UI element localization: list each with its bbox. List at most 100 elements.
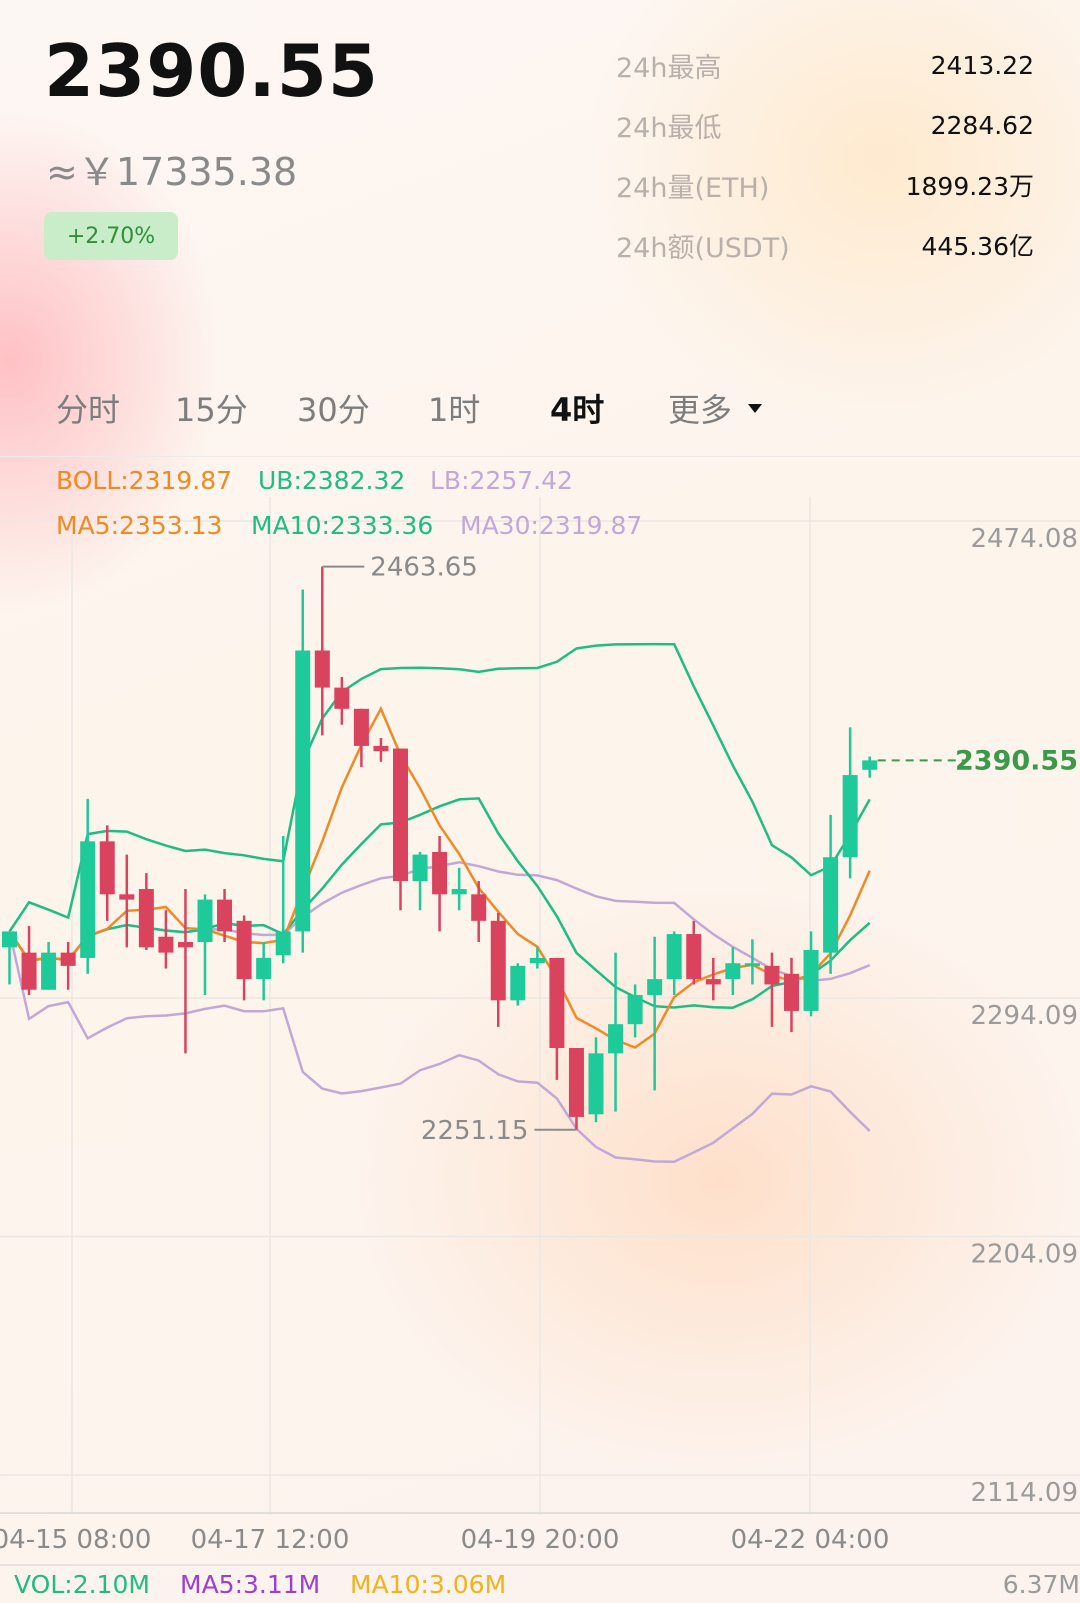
candle-body xyxy=(373,745,389,752)
candle-body xyxy=(705,979,721,985)
candle-down xyxy=(549,957,565,1080)
high-annotation-label: 2463.65 xyxy=(370,553,478,583)
candle-down xyxy=(177,889,193,1054)
candle-up xyxy=(823,814,839,974)
x-tick-label: 04-17 12:00 xyxy=(191,1525,350,1555)
candle-body xyxy=(60,952,76,966)
candle-body xyxy=(295,650,311,932)
stat-value: 445.36亿 xyxy=(921,232,1034,261)
candle-body xyxy=(823,857,839,953)
candle-body xyxy=(177,942,193,948)
candle-down xyxy=(60,942,76,990)
candle-body xyxy=(568,1048,584,1117)
tab-timeshare[interactable]: 分时 xyxy=(56,391,121,429)
candle-body xyxy=(666,934,682,980)
volume-indicator: VOL:2.10M xyxy=(14,1570,150,1599)
tab-15m[interactable]: 15分 xyxy=(175,391,248,429)
candle-up xyxy=(744,939,760,985)
y-tick-label: 2114.09 xyxy=(970,1478,1078,1508)
candle-down xyxy=(432,836,448,932)
candle-body xyxy=(588,1053,604,1115)
stat-value: 1899.23万 xyxy=(905,172,1034,201)
candle-body xyxy=(80,841,96,958)
y-tick-label: 2294.09 xyxy=(970,1001,1078,1031)
tab-30m[interactable]: 30分 xyxy=(297,391,370,429)
candle-down xyxy=(471,881,487,943)
candle-body xyxy=(803,949,819,1011)
x-tick-label: 04-22 04:00 xyxy=(731,1525,890,1555)
change-percent-badge: +2.70% xyxy=(44,212,178,260)
candle-down xyxy=(705,957,721,1001)
candle-body xyxy=(41,952,57,990)
candle-body xyxy=(784,973,799,1011)
ma10-indicator: MA10:2333.36 xyxy=(251,511,434,540)
candle-up xyxy=(608,952,624,1112)
candle-down xyxy=(334,677,350,725)
stat-24h-turnover: 24h额(USDT) 445.36亿 xyxy=(616,225,1034,265)
tab-4h[interactable]: 4时 xyxy=(550,391,605,429)
candle-body xyxy=(236,920,252,980)
candle-body xyxy=(647,979,663,996)
tab-1h[interactable]: 1时 xyxy=(428,391,481,429)
boll-lower-indicator: LB:2257.42 xyxy=(430,466,573,495)
candle-up xyxy=(666,931,682,996)
candle-down xyxy=(784,957,799,1033)
candle-body xyxy=(99,841,115,895)
tab-more[interactable]: 更多 xyxy=(668,375,763,445)
candle-down xyxy=(119,854,135,948)
candle-up xyxy=(529,947,545,969)
candle-body xyxy=(393,748,408,882)
candle-body xyxy=(353,708,369,746)
volume-max-label: 6.37M xyxy=(1002,1570,1080,1599)
stat-label: 24h最高 xyxy=(616,52,722,84)
candle-body xyxy=(314,650,330,688)
candle-body xyxy=(686,934,702,980)
interval-tabs: 分时 15分 30分 1时 4时 更多 xyxy=(0,375,1080,445)
y-tick-label: 2204.09 xyxy=(970,1239,1078,1269)
candle-up xyxy=(412,851,428,911)
tab-more-label: 更多 xyxy=(668,391,733,429)
candle-body xyxy=(608,1024,624,1054)
candle-down xyxy=(393,748,408,911)
candle-body xyxy=(862,760,878,770)
candle-down xyxy=(217,889,233,943)
candle-up xyxy=(647,936,663,1091)
candle-up xyxy=(256,942,272,1001)
candle-down xyxy=(353,708,369,768)
candle-body xyxy=(432,851,448,895)
boll-upper-line xyxy=(8,642,871,933)
candle-down xyxy=(21,926,37,996)
volume-ma5-indicator: MA5:3.11M xyxy=(180,1570,321,1599)
current-price: 2390.55 xyxy=(44,29,379,113)
candle-up xyxy=(80,798,96,974)
candle-body xyxy=(197,899,213,943)
stat-value: 2413.22 xyxy=(930,50,1034,80)
stat-24h-low: 24h最低 2284.62 xyxy=(616,105,1034,145)
candle-body xyxy=(529,957,545,964)
candle-down xyxy=(314,566,330,736)
volume-ma10-indicator: MA10:3.06M xyxy=(350,1570,507,1599)
candle-down xyxy=(490,912,506,1027)
candle-body xyxy=(471,894,487,921)
candle-body xyxy=(275,931,291,956)
candle-body xyxy=(490,920,506,1001)
candle-up xyxy=(2,931,17,985)
candle-body xyxy=(725,963,741,980)
candle-up xyxy=(510,963,526,1006)
candle-body xyxy=(744,963,760,967)
candle-body xyxy=(158,936,174,953)
boll-indicator: BOLL:2319.87 xyxy=(56,466,233,495)
stat-24h-high: 24h最高 2413.22 xyxy=(616,45,1034,85)
candle-down xyxy=(686,920,702,985)
candle-body xyxy=(217,899,233,932)
candle-up xyxy=(41,942,57,990)
stat-24h-volume: 24h量(ETH) 1899.23万 xyxy=(616,165,1034,205)
candle-up xyxy=(842,727,858,879)
candle-down xyxy=(568,1048,584,1130)
candle-down xyxy=(373,737,389,762)
candle-body xyxy=(334,687,350,709)
candle-down xyxy=(99,825,115,921)
ma5-indicator: MA5:2353.13 xyxy=(56,511,223,540)
candle-body xyxy=(451,889,467,895)
